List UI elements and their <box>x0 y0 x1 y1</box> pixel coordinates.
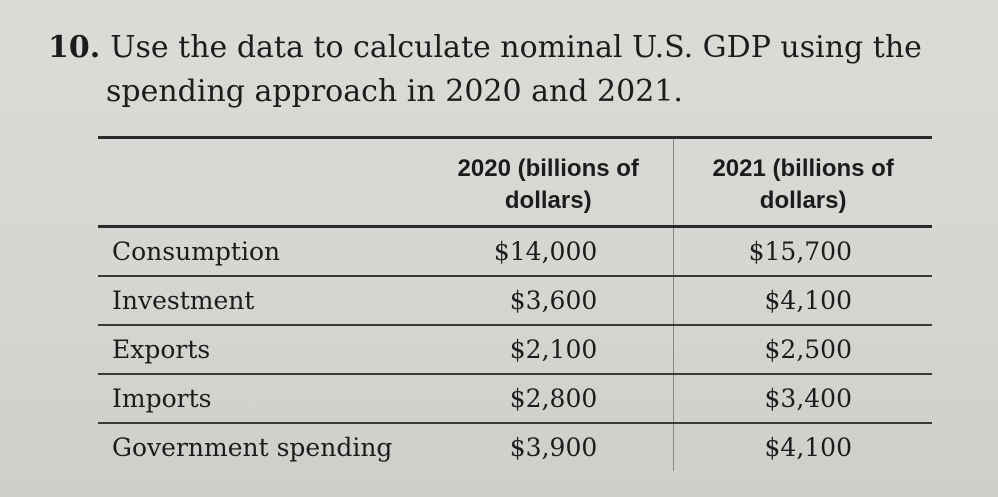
header-2020: 2020 (billions of dollars) <box>423 136 675 228</box>
gdp-data-table: 2020 (billions of dollars) 2021 (billion… <box>98 136 932 471</box>
table-row: Investment $3,600 $4,100 <box>98 276 932 326</box>
table-row: Government spending $3,900 $4,100 <box>98 423 932 471</box>
value-2020: $2,800 <box>423 374 675 424</box>
row-label: Government spending <box>112 433 393 462</box>
row-label: Imports <box>98 374 424 424</box>
value-2021: $2,500 <box>673 325 932 375</box>
question-number: 10. <box>48 30 101 65</box>
value-2020: $14,000 <box>423 226 675 277</box>
value-2021: $3,400 <box>673 374 932 424</box>
table-row: Exports $2,100 $2,500 <box>98 325 932 375</box>
row-label: Investment <box>98 276 424 326</box>
value-2021: $4,100 <box>673 276 932 326</box>
header-2021: 2021 (billions of dollars) <box>673 136 932 228</box>
question-line-2: spending approach in 2020 and 2021. <box>106 74 683 109</box>
table-header-row: 2020 (billions of dollars) 2021 (billion… <box>98 136 932 228</box>
value-2021: $15,700 <box>673 226 932 277</box>
row-label: Consumption <box>98 226 424 277</box>
question-text: 10. Use the data to calculate nominal U.S… <box>48 26 968 114</box>
row-label: Exports <box>98 325 424 375</box>
question-line-1: Use the data to calculate nominal U.S. G… <box>110 30 922 65</box>
table-row: Imports $2,800 $3,400 <box>98 374 932 424</box>
header-blank <box>98 136 424 228</box>
value-2020: $3,900 <box>423 423 675 471</box>
value-2021: $4,100 <box>764 433 852 462</box>
value-2020: $2,100 <box>423 325 675 375</box>
value-2020: $3,600 <box>423 276 675 326</box>
table-row: Consumption $14,000 $15,700 <box>98 226 932 277</box>
